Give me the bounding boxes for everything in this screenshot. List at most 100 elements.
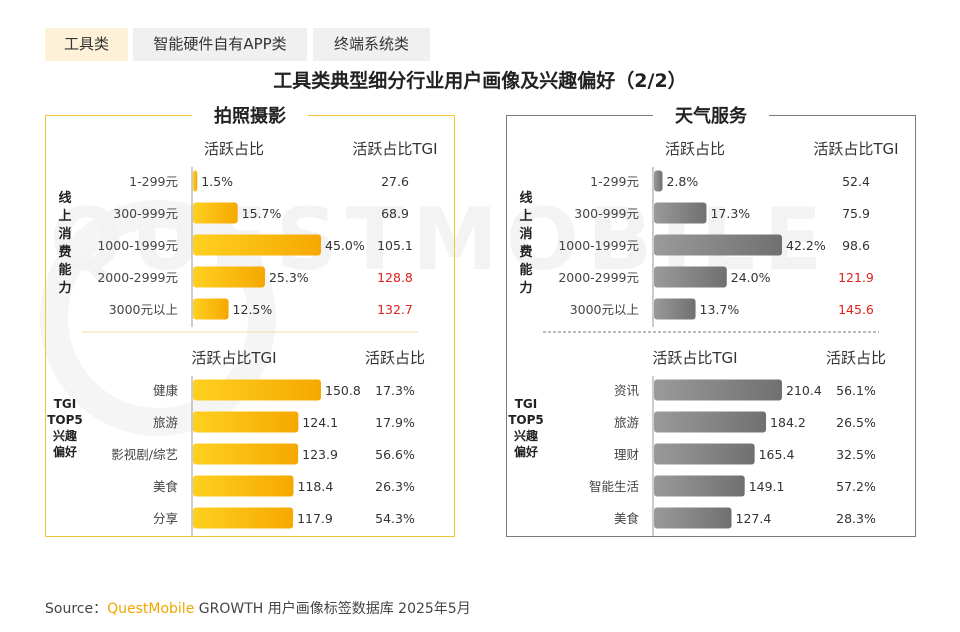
side-value: 56.6% <box>375 447 415 462</box>
row-label-line: 兴趣 <box>53 428 78 443</box>
bar <box>193 202 238 224</box>
tab-tools[interactable]: 工具类 <box>45 28 128 61</box>
side-value: 26.5% <box>836 415 876 430</box>
bar <box>654 443 755 465</box>
category-label: 分享 <box>153 511 178 526</box>
row-label-char: 线 <box>519 190 532 206</box>
bar-value-label: 150.8 <box>325 383 361 398</box>
bar-value-label: 127.4 <box>736 511 772 526</box>
bar-value-label: 15.7% <box>242 206 282 221</box>
page-title: 工具类典型细分行业用户画像及兴趣偏好（2/2） <box>273 70 687 92</box>
side-value: 121.9 <box>838 270 874 285</box>
side-value: 54.3% <box>375 511 415 526</box>
row-label-char: 能 <box>58 262 71 278</box>
row-label-line: 偏好 <box>53 444 77 459</box>
bar <box>193 170 198 192</box>
bar-value-label: 184.2 <box>770 415 806 430</box>
category-label: 美食 <box>153 479 179 494</box>
category-label: 旅游 <box>153 415 179 430</box>
side-value: 17.3% <box>375 383 415 398</box>
bar-value-label: 13.7% <box>700 302 740 317</box>
panel-weather: 天气服务 活跃占比 活跃占比TGI 线上消费能力 1-299元 2.8% 52.4 300-… <box>506 106 916 537</box>
bar-header-1: 活跃占比TGI <box>652 349 737 367</box>
panel-title-weather: 天气服务 <box>653 106 769 127</box>
side-value: 27.6 <box>381 174 409 189</box>
row-label-line: 兴趣 <box>514 428 539 443</box>
bar <box>654 234 782 256</box>
bar-value-label: 45.0% <box>325 238 365 253</box>
bar <box>193 234 321 256</box>
source-prefix: Source： <box>45 601 108 617</box>
category-label: 健康 <box>153 383 179 398</box>
category-label: 1-299元 <box>129 174 178 189</box>
source-note: Source：QuestMobile GROWTH 用户画像标签数据库 2025… <box>45 598 471 618</box>
row-label-char: 能 <box>519 262 532 278</box>
side-value: 26.3% <box>375 479 415 494</box>
category-label: 美食 <box>614 511 640 526</box>
row-label-line: TGI <box>54 397 77 411</box>
bar-value-label: 118.4 <box>297 479 333 494</box>
source-brand: QuestMobile <box>107 601 195 617</box>
bar <box>193 475 294 497</box>
side-value: 57.2% <box>836 479 876 494</box>
side-value: 145.6 <box>838 302 874 317</box>
row-label-char: 上 <box>58 209 71 224</box>
category-label: 资讯 <box>614 383 640 398</box>
bar-header-0: 活跃占比 <box>665 140 725 158</box>
value-header-1: 活跃占比 <box>826 349 886 367</box>
source-text: GROWTH 用户画像标签数据库 2025年5月 <box>194 601 471 617</box>
bar <box>193 507 294 529</box>
bar <box>654 298 696 320</box>
row-label-line: TGI <box>515 397 538 411</box>
category-label: 3000元以上 <box>570 302 639 317</box>
row-label-char: 费 <box>58 244 71 260</box>
bar <box>654 411 767 433</box>
bar <box>193 266 265 288</box>
panel-photography: 拍照摄影 活跃占比 活跃占比TGI 线上消费能力 1-299元 1.5% 27.6 300-… <box>45 106 455 537</box>
bar-value-label: 17.3% <box>710 206 750 221</box>
side-value: 68.9 <box>381 206 409 221</box>
category-label: 1-299元 <box>590 174 639 189</box>
side-value: 17.9% <box>375 415 415 430</box>
side-value: 28.3% <box>836 511 876 526</box>
bar-value-label: 123.9 <box>302 447 338 462</box>
row-label-char: 消 <box>58 226 71 242</box>
bar-value-label: 24.0% <box>731 270 771 285</box>
category-label: 影视剧/综艺 <box>111 447 178 462</box>
panel-title-photography: 拍照摄影 <box>192 106 308 127</box>
row-label-char: 上 <box>519 209 532 224</box>
category-label: 3000元以上 <box>109 302 178 317</box>
tab-smart-hardware[interactable]: 智能硬件自有APP类 <box>133 28 307 61</box>
side-value: 75.9 <box>842 206 870 221</box>
row-label-char: 线 <box>58 190 71 206</box>
side-value: 98.6 <box>842 238 870 253</box>
bar <box>654 202 707 224</box>
side-value: 105.1 <box>377 238 413 253</box>
bar <box>193 379 321 401</box>
value-header-0: 活跃占比TGI <box>352 140 437 158</box>
row-label-char: 力 <box>58 280 71 296</box>
bar <box>654 475 745 497</box>
bar-header-0: 活跃占比 <box>204 140 264 158</box>
category-label: 理财 <box>614 447 639 462</box>
bar-value-label: 117.9 <box>297 511 333 526</box>
value-header-0: 活跃占比TGI <box>813 140 898 158</box>
bar <box>654 266 727 288</box>
category-label: 300-999元 <box>574 206 639 221</box>
row-label-line: 偏好 <box>514 444 538 459</box>
bar-value-label: 124.1 <box>302 415 338 430</box>
category-label: 2000-2999元 <box>97 270 178 285</box>
row-label-char: 消 <box>519 226 532 242</box>
bar <box>654 379 782 401</box>
bar-value-label: 2.8% <box>666 174 698 189</box>
bar <box>654 170 663 192</box>
bar-value-label: 25.3% <box>269 270 309 285</box>
side-value: 132.7 <box>377 302 413 317</box>
bar-value-label: 165.4 <box>759 447 795 462</box>
category-label: 旅游 <box>614 415 640 430</box>
bar-value-label: 210.4 <box>786 383 822 398</box>
category-label: 300-999元 <box>113 206 178 221</box>
tab-terminal-system[interactable]: 终端系统类 <box>313 28 430 61</box>
